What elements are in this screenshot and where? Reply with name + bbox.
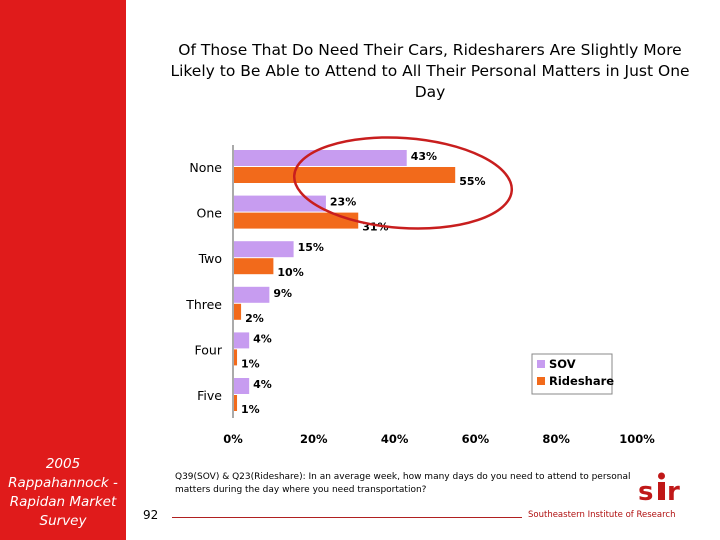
svg-text:s: s	[638, 477, 653, 504]
bar-rideshare-none	[234, 167, 456, 183]
bar-rideshare-one	[234, 212, 359, 229]
bar-sov-two	[234, 241, 294, 258]
legend-label: SOV	[549, 357, 576, 371]
data-label: 10%	[277, 266, 303, 279]
data-label: 55%	[459, 175, 485, 188]
bar-sov-one	[234, 195, 326, 212]
legend-swatch	[537, 360, 545, 368]
category-label: None	[189, 160, 222, 175]
legend-label: Rideshare	[549, 374, 614, 388]
x-tick-label: 60%	[462, 432, 490, 446]
legend-box	[531, 353, 613, 395]
highlight-ellipse	[292, 136, 514, 230]
category-label: Two	[198, 251, 222, 266]
bar-rideshare-three	[234, 303, 242, 320]
data-label: 43%	[411, 150, 437, 163]
category-label: Three	[185, 297, 222, 312]
bar-sov-none	[234, 150, 407, 166]
x-tick-label: 100%	[619, 432, 655, 446]
chart-title: Of Those That Do Need Their Cars, Ridesh…	[170, 41, 690, 101]
x-tick-label: 80%	[542, 432, 570, 446]
sir-logo: s r	[638, 472, 680, 504]
bar-rideshare-two	[234, 258, 274, 275]
data-label: 1%	[241, 403, 260, 416]
category-label: One	[197, 206, 223, 221]
category-label: Four	[195, 342, 223, 357]
bar-sov-four	[234, 332, 250, 349]
question-footnote: Q39(SOV) & Q23(Rideshare): In an average…	[175, 472, 631, 495]
x-tick-label: 20%	[300, 432, 328, 446]
bar-rideshare-four	[234, 349, 238, 366]
footer-divider	[172, 517, 522, 518]
page-number: 92	[143, 508, 159, 522]
bar-sov-five	[234, 378, 250, 394]
data-label: 2%	[245, 312, 264, 325]
data-label: 4%	[253, 332, 272, 345]
data-label: 9%	[273, 287, 292, 300]
data-label: 4%	[253, 378, 272, 391]
legend-swatch	[537, 377, 545, 385]
category-label: Five	[197, 388, 222, 403]
bar-rideshare-five	[234, 395, 238, 411]
survey-label: 2005 Rappahannock - Rapidan Market Surve…	[8, 456, 118, 529]
x-tick-label: 40%	[381, 432, 409, 446]
organization-name: Southeastern Institute of Research	[528, 510, 676, 520]
bar-sov-three	[234, 286, 270, 303]
data-label: 1%	[241, 357, 260, 370]
svg-text:r: r	[667, 477, 680, 504]
x-tick-label: 0%	[223, 432, 243, 446]
data-label: 15%	[298, 241, 324, 254]
sidebar-band: 2005 Rappahannock - Rapidan Market Surve…	[0, 0, 126, 540]
data-label: 23%	[330, 196, 356, 209]
